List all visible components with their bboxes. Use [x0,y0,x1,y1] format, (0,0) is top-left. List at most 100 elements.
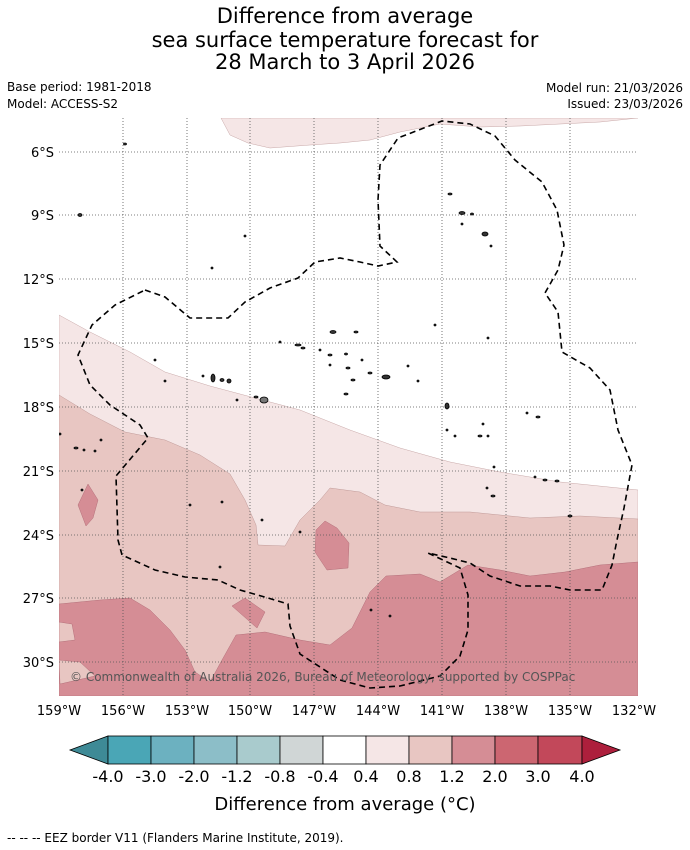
island [123,142,127,146]
island [567,514,573,518]
island [226,378,232,384]
colorbar-swatch [150,735,195,765]
lon-label: 135°W [548,704,592,719]
lon-label: 156°W [101,704,145,719]
island [220,500,224,504]
anomaly-band-north-0.4-0.8 [220,118,638,149]
island [327,353,333,357]
colorbar-swatch [279,735,324,765]
island [369,608,373,612]
copyright-notice: © Commonwealth of Australia 2026, Bureau… [70,670,575,684]
island [490,494,496,498]
lon-label: 147°W [292,704,336,719]
island [188,503,192,507]
eez-border-cook-islands [77,120,633,689]
island [453,434,457,438]
island [481,231,489,237]
lat-label: 24°S [23,529,54,544]
island [93,449,97,453]
colorbar-tick: 3.0 [525,767,550,786]
island [542,478,548,482]
lat-label: 9°S [31,209,54,224]
colorbar-tick: -0.4 [307,767,338,786]
base-period: Base period: 1981-2018 [7,80,152,94]
island [294,343,302,347]
island [367,371,373,375]
island [243,234,247,238]
island [360,358,364,362]
colorbar-tick: -4.0 [92,767,123,786]
island [486,336,490,340]
title-line-3: 28 March to 3 April 2026 [215,50,475,74]
island [458,211,466,215]
island [329,330,337,334]
island [447,192,453,196]
lon-label: 132°W [612,704,656,719]
island [345,366,351,370]
island [99,438,103,442]
title-line-1: Difference from average [216,4,474,28]
island [433,323,437,327]
colorbar: -4.0 -3.0 -2.0 -1.2 -0.8 -0.4 0.4 0.8 1.… [68,735,622,786]
island [153,358,157,362]
colorbar-tick: 2.0 [482,767,507,786]
island [445,428,449,432]
island [343,392,349,396]
island [489,244,493,248]
lat-label: 15°S [23,337,54,352]
island [201,374,205,378]
colorbar-swatch [322,735,367,765]
island [210,373,216,383]
colorbar-tick: 4.0 [569,767,594,786]
colorbar-label: Difference from average (°C) [214,794,476,815]
island [235,398,239,402]
lon-label: 153°W [165,704,209,719]
islands [59,142,573,618]
colorbar-extend-low [68,735,109,765]
island [163,379,167,383]
island [525,411,529,415]
anomaly-patch-4 [59,621,76,643]
island [259,396,269,404]
island [554,479,560,483]
eez-borders [77,120,633,689]
colorbar-tick: 0.8 [396,767,421,786]
lat-label: 18°S [23,401,54,416]
colorbar-swatch [193,735,238,765]
anomaly-patch-3 [231,597,266,629]
colorbar-tick: -0.8 [264,767,295,786]
island [300,346,306,350]
island [470,212,474,216]
island [406,364,410,368]
model-run: Model run: 21/03/2026 [545,81,683,95]
island [260,518,264,522]
colorbar-swatch [365,735,410,765]
island [535,415,541,419]
island [344,352,348,356]
lon-labels: 159°W 156°W 153°W 150°W 147°W 144°W 141°… [37,704,656,719]
island [381,374,391,380]
colorbar-swatch [236,735,281,765]
island [477,434,483,438]
lon-label: 141°W [420,704,464,719]
title-line-2: sea surface temperature forecast for [151,28,539,52]
island [278,340,282,344]
island [73,446,79,450]
lon-label: 138°W [484,704,528,719]
lon-label: 144°W [356,704,400,719]
island [481,422,485,426]
colorbar-extend-high [581,735,622,765]
island [59,432,62,436]
issued-date: Issued: 23/03/2026 [567,97,683,111]
island [77,213,83,217]
lat-label: 27°S [23,592,54,607]
colorbar-swatch [408,735,453,765]
island [388,614,392,618]
colorbar-swatch [451,735,496,765]
lon-label: 159°W [37,704,81,719]
colorbar-tick: 0.4 [353,767,378,786]
colorbar-tick: -2.0 [178,767,209,786]
island [350,378,356,382]
island [353,330,359,334]
